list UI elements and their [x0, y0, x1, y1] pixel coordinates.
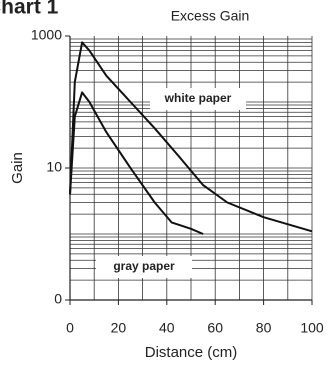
annotation: white paper — [164, 91, 232, 105]
chart-subtitle: Excess Gain — [171, 8, 250, 24]
y-tick-label: 10 — [46, 159, 62, 175]
series-line — [69, 41, 313, 233]
x-tick-label: 20 — [111, 320, 127, 336]
annotation: gray paper — [113, 259, 175, 273]
x-tick-label: 80 — [256, 320, 272, 336]
chart-title: Chart 1 — [0, 0, 59, 19]
annotation-box — [150, 88, 246, 110]
y-axis-label: Gain — [9, 152, 26, 184]
x-tick-label: 100 — [300, 320, 324, 336]
y-tick-label: 1000 — [31, 27, 62, 43]
annotation-box — [96, 256, 192, 278]
x-tick-label: 0 — [66, 320, 74, 336]
series-line — [69, 91, 204, 235]
x-tick-label: 60 — [207, 320, 223, 336]
x-tick-label: 40 — [159, 320, 175, 336]
x-axis-label: Distance (cm) — [145, 344, 238, 361]
y-tick-label: 0 — [54, 291, 62, 307]
